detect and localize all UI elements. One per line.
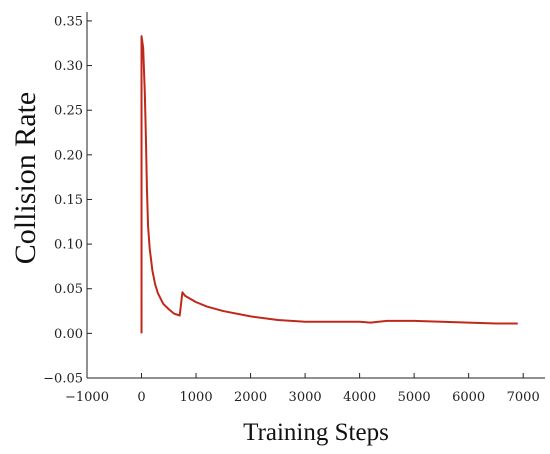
y-tick-label: 0.30 <box>54 59 83 74</box>
y-tick-label: 0.10 <box>54 238 83 253</box>
y-tick-label: 0.15 <box>54 193 83 208</box>
y-tick-label: 0.05 <box>54 282 83 297</box>
x-tick-label: 6000 <box>452 390 485 405</box>
x-tick-label: 4000 <box>343 390 376 405</box>
series-line <box>140 35 518 334</box>
x-tick-label: 1000 <box>180 390 213 405</box>
x-tick-label: 7000 <box>507 390 540 405</box>
y-axis-title: Collision Rate <box>9 92 42 265</box>
x-axis-title: Training Steps <box>243 419 389 446</box>
x-tick-label: 5000 <box>398 390 431 405</box>
y-tick-label: 0.00 <box>54 327 83 342</box>
x-axis-ticks: −1000 0 1000 2000 3000 4000 5000 6000 7000 <box>65 373 540 405</box>
y-tick-label: 0.25 <box>54 104 83 119</box>
x-tick-label: 0 <box>137 390 145 405</box>
y-tick-label: 0.35 <box>54 14 83 29</box>
x-tick-label: −1000 <box>65 390 109 405</box>
x-tick-label: 2000 <box>234 390 267 405</box>
x-tick-label: 3000 <box>289 390 322 405</box>
y-tick-label: −0.05 <box>43 372 83 387</box>
y-tick-label: 0.20 <box>54 148 83 163</box>
y-axis-ticks: −0.05 0.00 0.05 0.10 0.15 0.20 0.25 0.30 0.35 <box>43 14 92 387</box>
